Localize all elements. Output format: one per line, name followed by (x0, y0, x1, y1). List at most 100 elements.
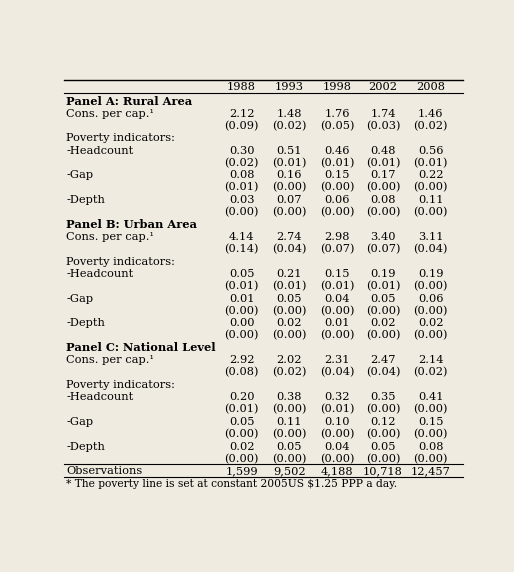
Text: 0.48: 0.48 (370, 145, 396, 156)
Text: (0.00): (0.00) (365, 429, 400, 439)
Text: 0.15: 0.15 (324, 269, 350, 279)
Text: 1998: 1998 (323, 82, 352, 92)
Text: 12,457: 12,457 (411, 466, 451, 476)
Text: 0.15: 0.15 (418, 417, 444, 427)
Text: 1.46: 1.46 (418, 109, 444, 118)
Text: (0.00): (0.00) (272, 404, 306, 415)
Text: Observations: Observations (66, 466, 142, 476)
Text: 0.06: 0.06 (324, 195, 350, 205)
Text: -Depth: -Depth (66, 318, 105, 328)
Text: Poverty indicators:: Poverty indicators: (66, 380, 175, 390)
Text: Panel B: Urban Area: Panel B: Urban Area (66, 219, 197, 230)
Text: (0.00): (0.00) (365, 404, 400, 415)
Text: 0.05: 0.05 (370, 293, 396, 304)
Text: -Headcount: -Headcount (66, 392, 134, 402)
Text: 0.05: 0.05 (229, 417, 254, 427)
Text: 0.11: 0.11 (277, 417, 302, 427)
Text: -Gap: -Gap (66, 170, 94, 180)
Text: -Depth: -Depth (66, 442, 105, 451)
Text: (0.04): (0.04) (320, 367, 354, 378)
Text: 0.08: 0.08 (370, 195, 396, 205)
Text: (0.01): (0.01) (320, 158, 354, 168)
Text: (0.00): (0.00) (320, 454, 354, 464)
Text: 0.32: 0.32 (324, 392, 350, 402)
Text: 4.14: 4.14 (229, 232, 254, 242)
Text: (0.01): (0.01) (320, 404, 354, 415)
Text: 0.05: 0.05 (370, 442, 396, 451)
Text: 0.07: 0.07 (277, 195, 302, 205)
Text: (0.14): (0.14) (224, 244, 259, 255)
Text: 0.05: 0.05 (277, 442, 302, 451)
Text: (0.01): (0.01) (320, 281, 354, 291)
Text: 10,718: 10,718 (363, 466, 403, 476)
Text: 0.46: 0.46 (324, 145, 350, 156)
Text: 0.08: 0.08 (229, 170, 254, 180)
Text: 0.56: 0.56 (418, 145, 444, 156)
Text: (0.00): (0.00) (413, 331, 448, 341)
Text: Poverty indicators:: Poverty indicators: (66, 257, 175, 267)
Text: (0.00): (0.00) (413, 454, 448, 464)
Text: 0.21: 0.21 (277, 269, 302, 279)
Text: 1.74: 1.74 (370, 109, 396, 118)
Text: Panel C: National Level: Panel C: National Level (66, 343, 216, 353)
Text: (0.00): (0.00) (413, 207, 448, 217)
Text: 0.00: 0.00 (229, 318, 254, 328)
Text: Panel A: Rural Area: Panel A: Rural Area (66, 96, 192, 107)
Text: (0.02): (0.02) (272, 121, 306, 131)
Text: Cons. per cap.¹: Cons. per cap.¹ (66, 109, 154, 118)
Text: 1988: 1988 (227, 82, 256, 92)
Text: 0.01: 0.01 (229, 293, 254, 304)
Text: 0.16: 0.16 (277, 170, 302, 180)
Text: 0.05: 0.05 (277, 293, 302, 304)
Text: 1,599: 1,599 (225, 466, 258, 476)
Text: 0.19: 0.19 (370, 269, 396, 279)
Text: 2.47: 2.47 (370, 355, 396, 365)
Text: 0.11: 0.11 (418, 195, 444, 205)
Text: (0.00): (0.00) (224, 454, 259, 464)
Text: (0.02): (0.02) (224, 158, 259, 168)
Text: (0.00): (0.00) (413, 305, 448, 316)
Text: (0.01): (0.01) (365, 281, 400, 291)
Text: 0.17: 0.17 (370, 170, 396, 180)
Text: 0.38: 0.38 (277, 392, 302, 402)
Text: 0.04: 0.04 (324, 442, 350, 451)
Text: (0.00): (0.00) (365, 305, 400, 316)
Text: (0.00): (0.00) (272, 305, 306, 316)
Text: 3.40: 3.40 (370, 232, 396, 242)
Text: (0.00): (0.00) (413, 182, 448, 193)
Text: -Gap: -Gap (66, 417, 94, 427)
Text: (0.00): (0.00) (272, 207, 306, 217)
Text: 9,502: 9,502 (273, 466, 306, 476)
Text: 2.31: 2.31 (324, 355, 350, 365)
Text: (0.00): (0.00) (365, 454, 400, 464)
Text: Cons. per cap.¹: Cons. per cap.¹ (66, 232, 154, 242)
Text: 0.05: 0.05 (229, 269, 254, 279)
Text: (0.00): (0.00) (272, 429, 306, 439)
Text: (0.00): (0.00) (413, 281, 448, 291)
Text: -Headcount: -Headcount (66, 269, 134, 279)
Text: 4,188: 4,188 (321, 466, 354, 476)
Text: (0.00): (0.00) (413, 429, 448, 439)
Text: (0.02): (0.02) (272, 367, 306, 378)
Text: (0.02): (0.02) (413, 367, 448, 378)
Text: 0.02: 0.02 (370, 318, 396, 328)
Text: 0.19: 0.19 (418, 269, 444, 279)
Text: 0.02: 0.02 (229, 442, 254, 451)
Text: (0.00): (0.00) (365, 331, 400, 341)
Text: 0.22: 0.22 (418, 170, 444, 180)
Text: 1.48: 1.48 (277, 109, 302, 118)
Text: -Depth: -Depth (66, 195, 105, 205)
Text: 0.06: 0.06 (418, 293, 444, 304)
Text: 2.14: 2.14 (418, 355, 444, 365)
Text: (0.04): (0.04) (365, 367, 400, 378)
Text: (0.09): (0.09) (224, 121, 259, 131)
Text: (0.00): (0.00) (365, 207, 400, 217)
Text: (0.05): (0.05) (320, 121, 354, 131)
Text: 0.03: 0.03 (229, 195, 254, 205)
Text: (0.03): (0.03) (365, 121, 400, 131)
Text: 2002: 2002 (369, 82, 397, 92)
Text: (0.00): (0.00) (320, 207, 354, 217)
Text: 0.30: 0.30 (229, 145, 254, 156)
Text: 3.11: 3.11 (418, 232, 444, 242)
Text: (0.00): (0.00) (224, 429, 259, 439)
